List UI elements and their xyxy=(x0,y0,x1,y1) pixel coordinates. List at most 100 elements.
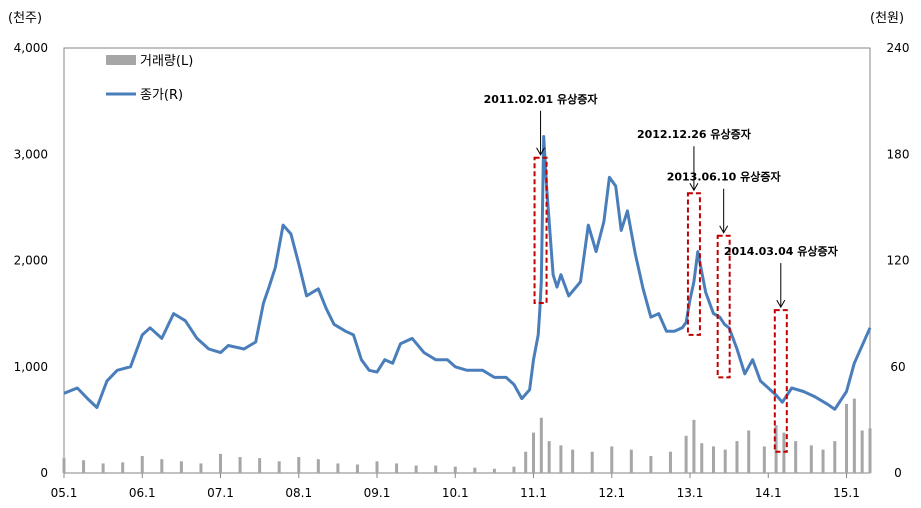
x-axis-tick-label: 12.1 xyxy=(598,486,625,500)
volume-bar xyxy=(735,441,739,473)
volume-bar xyxy=(375,461,379,473)
volume-bar xyxy=(297,457,301,473)
volume-bar xyxy=(809,445,813,473)
left-axis-tick-label: 1,000 xyxy=(14,360,48,374)
legend: 거래량(L) 종가(R) xyxy=(106,54,193,103)
annotation-label: 2012.12.26 유상증자 xyxy=(637,127,752,141)
legend-label-volume: 거래량(L) xyxy=(140,54,193,69)
volume-bar xyxy=(82,460,86,473)
volume-bar xyxy=(199,463,203,473)
left-axis-tick-label: 3,000 xyxy=(14,147,48,161)
annotation-label: 2011.02.01 유상증자 xyxy=(484,92,599,106)
volume-bar xyxy=(492,468,496,473)
volume-bar xyxy=(571,449,575,473)
volume-bar xyxy=(747,430,751,473)
legend-label-price: 종가(R) xyxy=(140,88,183,103)
right-axis-tick-label: 180 xyxy=(887,147,910,161)
x-axis-tick-label: 06.1 xyxy=(129,486,156,500)
x-axis-tick-label: 13.1 xyxy=(677,486,704,500)
volume-bar xyxy=(762,446,766,473)
volume-bar xyxy=(395,463,399,473)
arrow-head xyxy=(689,182,699,192)
volume-bar xyxy=(238,457,242,473)
x-axis-tick-label: 10.1 xyxy=(442,486,469,500)
volume-bar xyxy=(258,458,262,473)
right-axis-unit: (천원) xyxy=(870,11,904,26)
volume-bar xyxy=(532,432,536,473)
right-axis-tick-label: 120 xyxy=(887,254,910,268)
volume-bar xyxy=(414,465,418,473)
volume-bar xyxy=(453,466,457,473)
volume-bar xyxy=(473,467,477,473)
right-axis-tick-label: 0 xyxy=(894,466,902,480)
annotation-label: 2014.03.04 유상증자 xyxy=(724,244,839,258)
volume-bar xyxy=(821,449,825,473)
volume-bar xyxy=(833,441,837,473)
volume-bar xyxy=(723,449,727,473)
arrow-head xyxy=(536,147,545,156)
volume-bar xyxy=(524,451,528,473)
left-axis-tick-label: 0 xyxy=(40,466,48,480)
volume-bar xyxy=(559,445,563,473)
annotations: 2011.02.01 유상증자 2012.12.26 유상증자 2013.06.10… xyxy=(484,92,839,453)
volume-bar xyxy=(782,432,786,473)
volume-bar xyxy=(794,441,798,473)
volume-bar xyxy=(860,430,864,473)
right-axis-tick-label: 240 xyxy=(887,41,910,55)
volume-bar xyxy=(590,451,594,473)
volume-bar xyxy=(700,443,704,473)
annotation-label: 2013.06.10 유상증자 xyxy=(667,170,782,184)
rights-offering-box xyxy=(716,234,731,379)
x-axis-tick-label: 14.1 xyxy=(755,486,782,500)
volume-bar xyxy=(179,461,183,473)
left-axis-tick-label: 2,000 xyxy=(14,254,48,268)
x-axis-tick-label: 05.1 xyxy=(51,486,78,500)
volume-bar xyxy=(692,419,696,473)
volume-bar xyxy=(62,458,66,473)
volume-bar xyxy=(539,417,543,473)
plot-area xyxy=(63,47,871,474)
volume-bar xyxy=(649,456,653,473)
volume-bar xyxy=(336,463,340,473)
volume-bar xyxy=(610,446,614,473)
volume-bar xyxy=(668,451,672,473)
volume-bar xyxy=(434,465,438,473)
volume-bar xyxy=(101,463,105,473)
x-axis-tick-label: 09.1 xyxy=(364,486,391,500)
volume-bar xyxy=(852,398,856,473)
x-axis-tick-label: 07.1 xyxy=(207,486,234,500)
volume-bar xyxy=(684,435,688,473)
volume-bar xyxy=(160,459,164,473)
right-axis-tick-label: 60 xyxy=(890,360,905,374)
x-axis-tick-label: 08.1 xyxy=(285,486,312,500)
left-axis-tick-label: 4,000 xyxy=(14,41,48,55)
volume-bar xyxy=(774,425,778,473)
legend-swatch-volume xyxy=(106,55,136,65)
volume-bar xyxy=(277,461,281,473)
volume-bar xyxy=(512,466,516,473)
volume-bar xyxy=(219,453,223,473)
volume-bar xyxy=(140,456,144,473)
volume-bar xyxy=(711,446,715,473)
x-axis-tick-label: 15.1 xyxy=(833,486,860,500)
volume-bar xyxy=(121,462,125,473)
volume-bar xyxy=(845,403,849,473)
rights-offering-box xyxy=(686,192,701,336)
axes: 0 1,000 2,000 3,000 4,000 0 60 120 180 240 05.1 06.… xyxy=(8,11,909,500)
x-axis-tick-label: 11.1 xyxy=(520,486,547,500)
volume-bar xyxy=(629,449,633,473)
volume-bars xyxy=(62,398,872,473)
arrow-head xyxy=(719,225,729,234)
price-line xyxy=(63,135,872,411)
plot-frame xyxy=(63,47,871,474)
volume-bar xyxy=(316,459,320,473)
volume-bar xyxy=(355,464,359,473)
rights-offering-box xyxy=(773,309,788,453)
rights-offering-box xyxy=(533,156,548,304)
volume-bar xyxy=(868,428,872,473)
arrow-head xyxy=(776,299,786,309)
price-series-line xyxy=(63,135,872,411)
left-axis-unit: (천주) xyxy=(8,11,42,26)
volume-bar xyxy=(547,441,551,473)
